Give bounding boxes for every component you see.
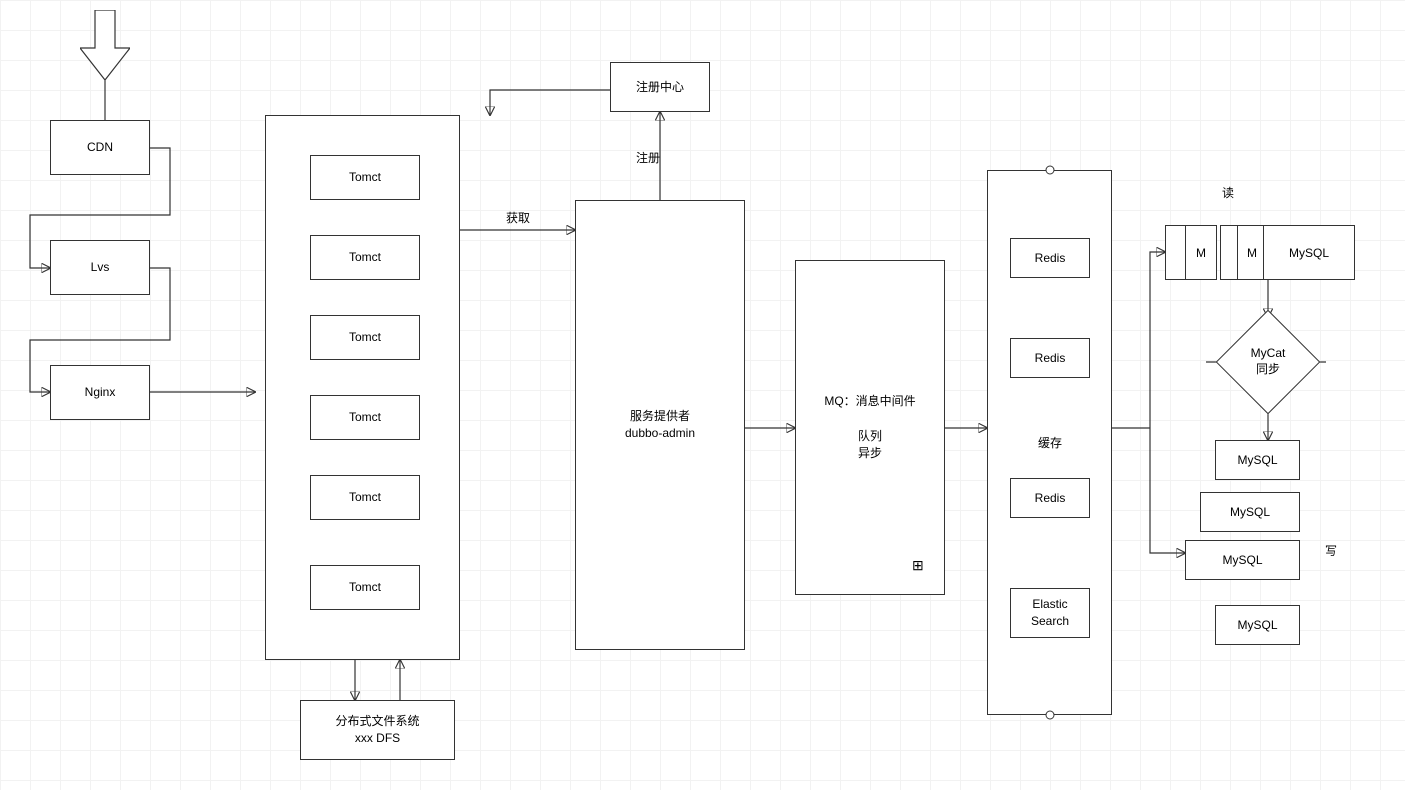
cdn-label: CDN: [87, 139, 113, 156]
redis-label: Redis: [1035, 350, 1066, 367]
mysql-seg-label: M: [1247, 246, 1257, 260]
tomcat-label: Tomct: [349, 329, 381, 346]
mysql-read-cluster: M M MySQL: [1165, 225, 1355, 280]
lvs-label: Lvs: [91, 259, 110, 276]
tomcat-label: Tomct: [349, 169, 381, 186]
mycat-node: MyCat 同步: [1231, 325, 1305, 399]
mysql-label: MySQL: [1230, 504, 1270, 521]
tomcat-label: Tomct: [349, 579, 381, 596]
tomcat-node: Tomct: [310, 155, 420, 200]
mysql-label: MySQL: [1222, 552, 1262, 569]
mysql-label: MySQL: [1237, 452, 1277, 469]
dfs-label-1: 分布式文件系统: [335, 713, 419, 730]
tomcat-label: Tomct: [349, 409, 381, 426]
redis-node: Redis: [1010, 338, 1090, 378]
es-label-1: Elastic: [1032, 596, 1067, 613]
es-node: Elastic Search: [1010, 588, 1090, 638]
provider-label-1: 服务提供者: [630, 408, 690, 425]
provider-label-2: dubbo-admin: [625, 425, 695, 442]
read-label: 读: [1222, 184, 1234, 201]
mq-label-1: MQ：消息中间件: [824, 393, 915, 410]
mysql-write-node: MySQL: [1185, 540, 1300, 580]
mq-node[interactable]: MQ：消息中间件 队列 异步: [795, 260, 945, 595]
nginx-label: Nginx: [85, 384, 116, 401]
selection-handle-icon[interactable]: ⊞: [912, 557, 924, 574]
registry-label: 注册中心: [636, 79, 684, 96]
mysql-seg-label: M: [1196, 246, 1206, 260]
mysql-seg-label: MySQL: [1289, 246, 1329, 260]
write-label: 写: [1325, 542, 1337, 559]
es-label-2: Search: [1031, 613, 1069, 630]
mysql-write-node: MySQL: [1215, 605, 1300, 645]
tomcat-node: Tomct: [310, 395, 420, 440]
redis-label: Redis: [1035, 250, 1066, 267]
tomcat-node: Tomct: [310, 315, 420, 360]
mysql-write-node: MySQL: [1215, 440, 1300, 480]
dfs-label-2: xxx DFS: [355, 730, 400, 747]
mysql-write-node: MySQL: [1200, 492, 1300, 532]
tomcat-label: Tomct: [349, 249, 381, 266]
cdn-node: CDN: [50, 120, 150, 175]
tomcat-node: Tomct: [310, 475, 420, 520]
lvs-node: Lvs: [50, 240, 150, 295]
mysql-label: MySQL: [1237, 617, 1277, 634]
tomcat-label: Tomct: [349, 489, 381, 506]
entry-arrow-icon: [80, 10, 130, 80]
mq-label-2: 队列: [858, 428, 882, 445]
cache-label: 缓存: [1038, 434, 1062, 451]
dfs-node: 分布式文件系统 xxx DFS: [300, 700, 455, 760]
registry-node: 注册中心: [610, 62, 710, 112]
provider-node: 服务提供者 dubbo-admin: [575, 200, 745, 650]
redis-label: Redis: [1035, 490, 1066, 507]
mycat-label-1: MyCat: [1251, 346, 1286, 362]
mycat-label-2: 同步: [1256, 362, 1280, 378]
nginx-node: Nginx: [50, 365, 150, 420]
tomcat-node: Tomct: [310, 565, 420, 610]
redis-node: Redis: [1010, 478, 1090, 518]
mq-label-3: 异步: [858, 445, 882, 462]
tomcat-node: Tomct: [310, 235, 420, 280]
redis-node: Redis: [1010, 238, 1090, 278]
